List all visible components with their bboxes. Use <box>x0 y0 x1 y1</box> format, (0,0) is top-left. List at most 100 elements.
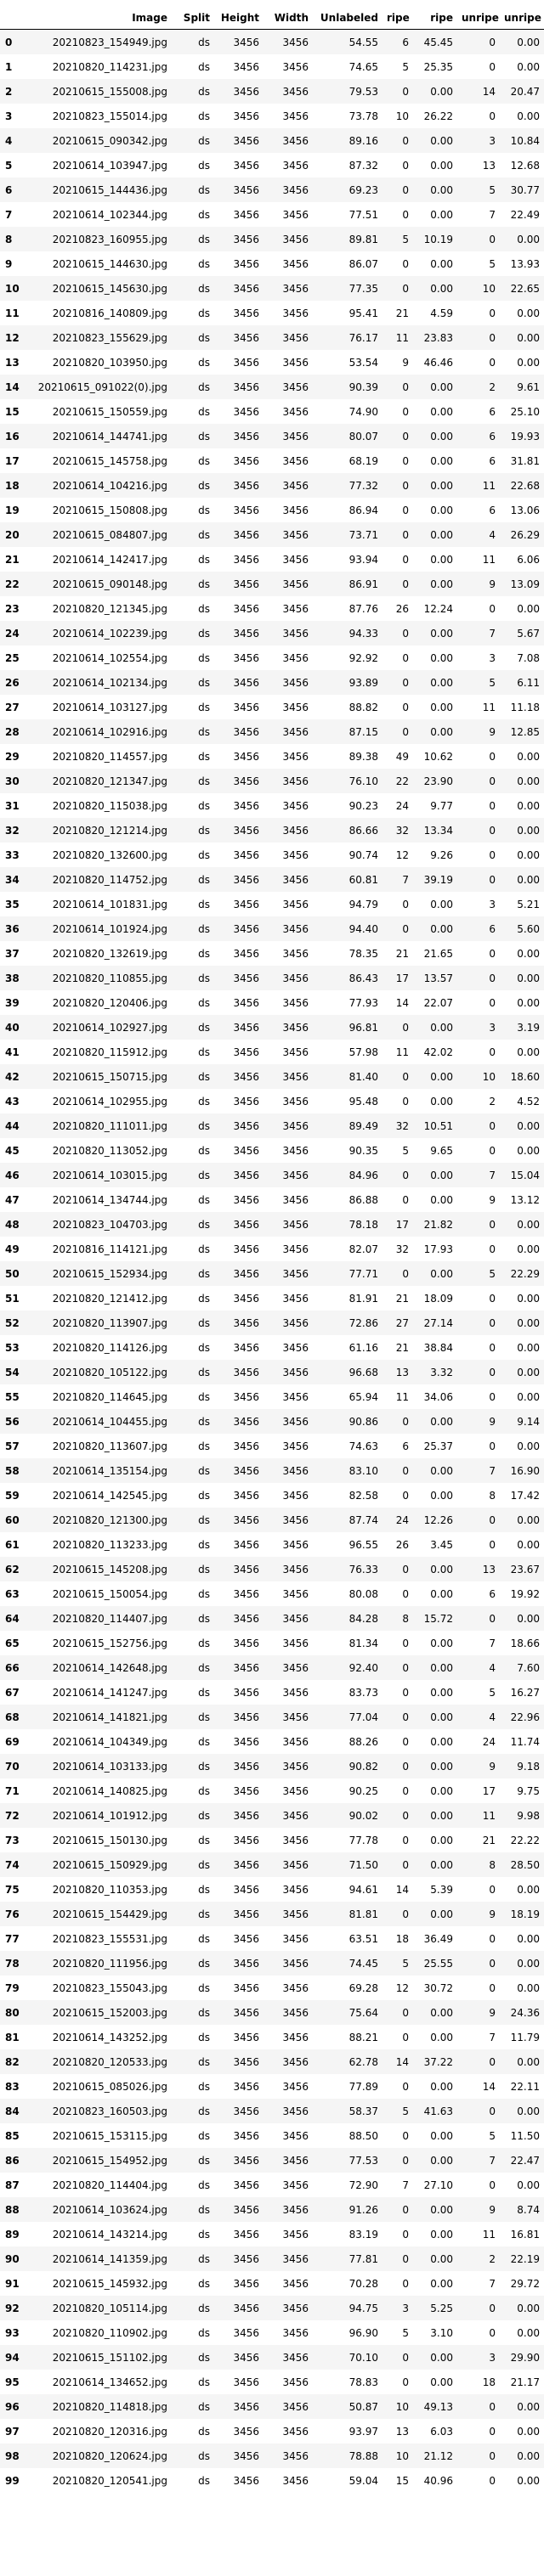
table-cell: 3456 <box>233 1686 259 1699</box>
table-cell: 20210614_103127.jpg <box>52 701 167 713</box>
table-cell: 0 <box>402 479 409 492</box>
table-cell: 3456 <box>233 1046 259 1058</box>
table-row: 15 20210615_150559.jpg ds 3456 3456 74.90 0 0.0… <box>0 399 544 424</box>
table-cell: 13 <box>395 1366 409 1378</box>
table-cell: ds <box>198 1341 210 1354</box>
table-row: 37 20210820_132619.jpg ds 3456 3456 78.35 21 21… <box>0 941 544 966</box>
table-row: 94 20210615_151102.jpg ds 3456 3456 70.10 0 0.0… <box>0 2345 544 2370</box>
table-cell: 0 <box>489 1046 496 1058</box>
table-cell: ds <box>198 2055 210 2068</box>
table-cell: 20210615_084807.jpg <box>52 528 167 541</box>
table-cell: 3456 <box>282 1711 309 1723</box>
table-cell: 24 <box>395 799 409 812</box>
table-cell: 0.00 <box>517 873 540 886</box>
table-cell: 10.84 <box>510 134 540 147</box>
table-cell: 14 <box>482 2080 496 2093</box>
table-cell: 0 <box>402 1489 409 1502</box>
table-cell: ds <box>198 85 210 98</box>
table-cell: 78.83 <box>348 2376 378 2388</box>
table-cell: 0.00 <box>517 307 540 319</box>
table-cell: 5 <box>489 1686 496 1699</box>
table-cell: 8 <box>489 1489 496 1502</box>
table-cell: 75.64 <box>348 2006 378 2019</box>
table-cell: 3456 <box>282 947 309 960</box>
table-cell: 0 <box>402 504 409 516</box>
table-cell: 3456 <box>233 1612 259 1625</box>
table-row: 81 20210614_143252.jpg ds 3456 3456 88.21 0 0.0… <box>0 2025 544 2049</box>
table-cell: 9 <box>489 1193 496 1206</box>
table-row: 0 20210823_154949.jpg ds 3456 3456 54.55 6 45.4… <box>0 29 544 54</box>
table-cell: 0 <box>402 1637 409 1649</box>
table-cell: 77.51 <box>348 208 378 221</box>
table-cell: 3456 <box>233 36 259 48</box>
table-row: 70 20210614_103133.jpg ds 3456 3456 90.82 0 0.0… <box>0 1754 544 1778</box>
table-cell: 20210615_145208.jpg <box>52 1563 167 1575</box>
table-cell: 14 <box>482 85 496 98</box>
table-cell: 6 <box>489 430 496 442</box>
table-cell: 3456 <box>233 60 259 73</box>
table-cell: 20210614_101912.jpg <box>52 1809 167 1822</box>
table-cell: 0.00 <box>517 331 540 344</box>
table-cell: 0 <box>402 2351 409 2364</box>
table-row: 52 20210820_113907.jpg ds 3456 3456 72.86 27 27… <box>0 1311 544 1335</box>
table-cell: 0.00 <box>430 2351 453 2364</box>
table-cell: 17 <box>395 1218 409 1231</box>
table-cell: ds <box>198 1119 210 1132</box>
row-index: 34 <box>5 873 20 886</box>
table-cell: 13 <box>482 159 496 172</box>
row-index: 66 <box>5 1661 20 1674</box>
row-index: 4 <box>5 134 13 147</box>
table-cell: 20210614_102955.jpg <box>52 1095 167 1108</box>
table-cell: 0 <box>489 1341 496 1354</box>
table-cell: 17 <box>482 1784 496 1797</box>
table-row: 50 20210615_152934.jpg ds 3456 3456 77.71 0 0.0… <box>0 1261 544 1286</box>
table-cell: 0 <box>402 578 409 590</box>
table-cell: 31.81 <box>510 454 540 467</box>
table-cell: 3.10 <box>430 2326 453 2339</box>
table-cell: 4 <box>489 528 496 541</box>
table-cell: 3456 <box>282 2129 309 2142</box>
table-cell: 17.42 <box>510 1489 540 1502</box>
table-row: 8 20210823_160955.jpg ds 3456 3456 89.81 5 10.1… <box>0 227 544 251</box>
table-cell: 0 <box>489 1932 496 1945</box>
table-cell: 3456 <box>233 1587 259 1600</box>
table-cell: 11.50 <box>510 2129 540 2142</box>
row-index: 81 <box>5 2031 20 2043</box>
row-index: 21 <box>5 553 20 566</box>
table-cell: 0.00 <box>517 2302 540 2314</box>
table-cell: ds <box>198 331 210 344</box>
table-cell: 95.41 <box>348 307 378 319</box>
table-cell: 3456 <box>233 1957 259 1970</box>
table-cell: 20210820_121347.jpg <box>52 775 167 787</box>
table-cell: 3456 <box>233 1144 259 1157</box>
table-row: 59 20210614_142545.jpg ds 3456 3456 82.58 0 0.0… <box>0 1483 544 1508</box>
table-cell: 0.00 <box>430 1193 453 1206</box>
table-cell: 21.12 <box>423 2449 453 2462</box>
table-cell: 3456 <box>282 1538 309 1551</box>
row-index: 48 <box>5 1218 20 1231</box>
table-row: 7 20210614_102344.jpg ds 3456 3456 77.51 0 0.00… <box>0 202 544 227</box>
table-cell: 0.00 <box>430 676 453 689</box>
header-index <box>0 7 32 30</box>
table-cell: ds <box>198 2326 210 2339</box>
table-cell: 0.00 <box>430 405 453 418</box>
table-cell: ds <box>198 2376 210 2388</box>
table-row: 67 20210614_141247.jpg ds 3456 3456 83.73 0 0.0… <box>0 1680 544 1705</box>
table-cell: 13.57 <box>423 972 453 984</box>
table-cell: 3456 <box>282 1119 309 1132</box>
column-header: Width <box>264 7 313 30</box>
table-row: 6 20210615_144436.jpg ds 3456 3456 69.23 0 0.00… <box>0 178 544 202</box>
table-cell: 20210615_150808.jpg <box>52 504 167 516</box>
table-row: 1 20210820_114231.jpg ds 3456 3456 74.65 5 25.3… <box>0 54 544 79</box>
table-cell: ds <box>198 2154 210 2167</box>
table-cell: 0 <box>489 2302 496 2314</box>
table-row: 30 20210820_121347.jpg ds 3456 3456 76.10 22 23… <box>0 769 544 793</box>
table-row: 43 20210614_102955.jpg ds 3456 3456 95.48 0 0.0… <box>0 1089 544 1113</box>
table-cell: 3456 <box>282 1513 309 1526</box>
table-cell: 3456 <box>233 1784 259 1797</box>
table-cell: 3456 <box>282 2006 309 2019</box>
table-cell: 22 <box>395 775 409 787</box>
table-cell: 0.00 <box>430 1661 453 1674</box>
row-index: 93 <box>5 2326 20 2339</box>
table-cell: 3456 <box>282 725 309 738</box>
